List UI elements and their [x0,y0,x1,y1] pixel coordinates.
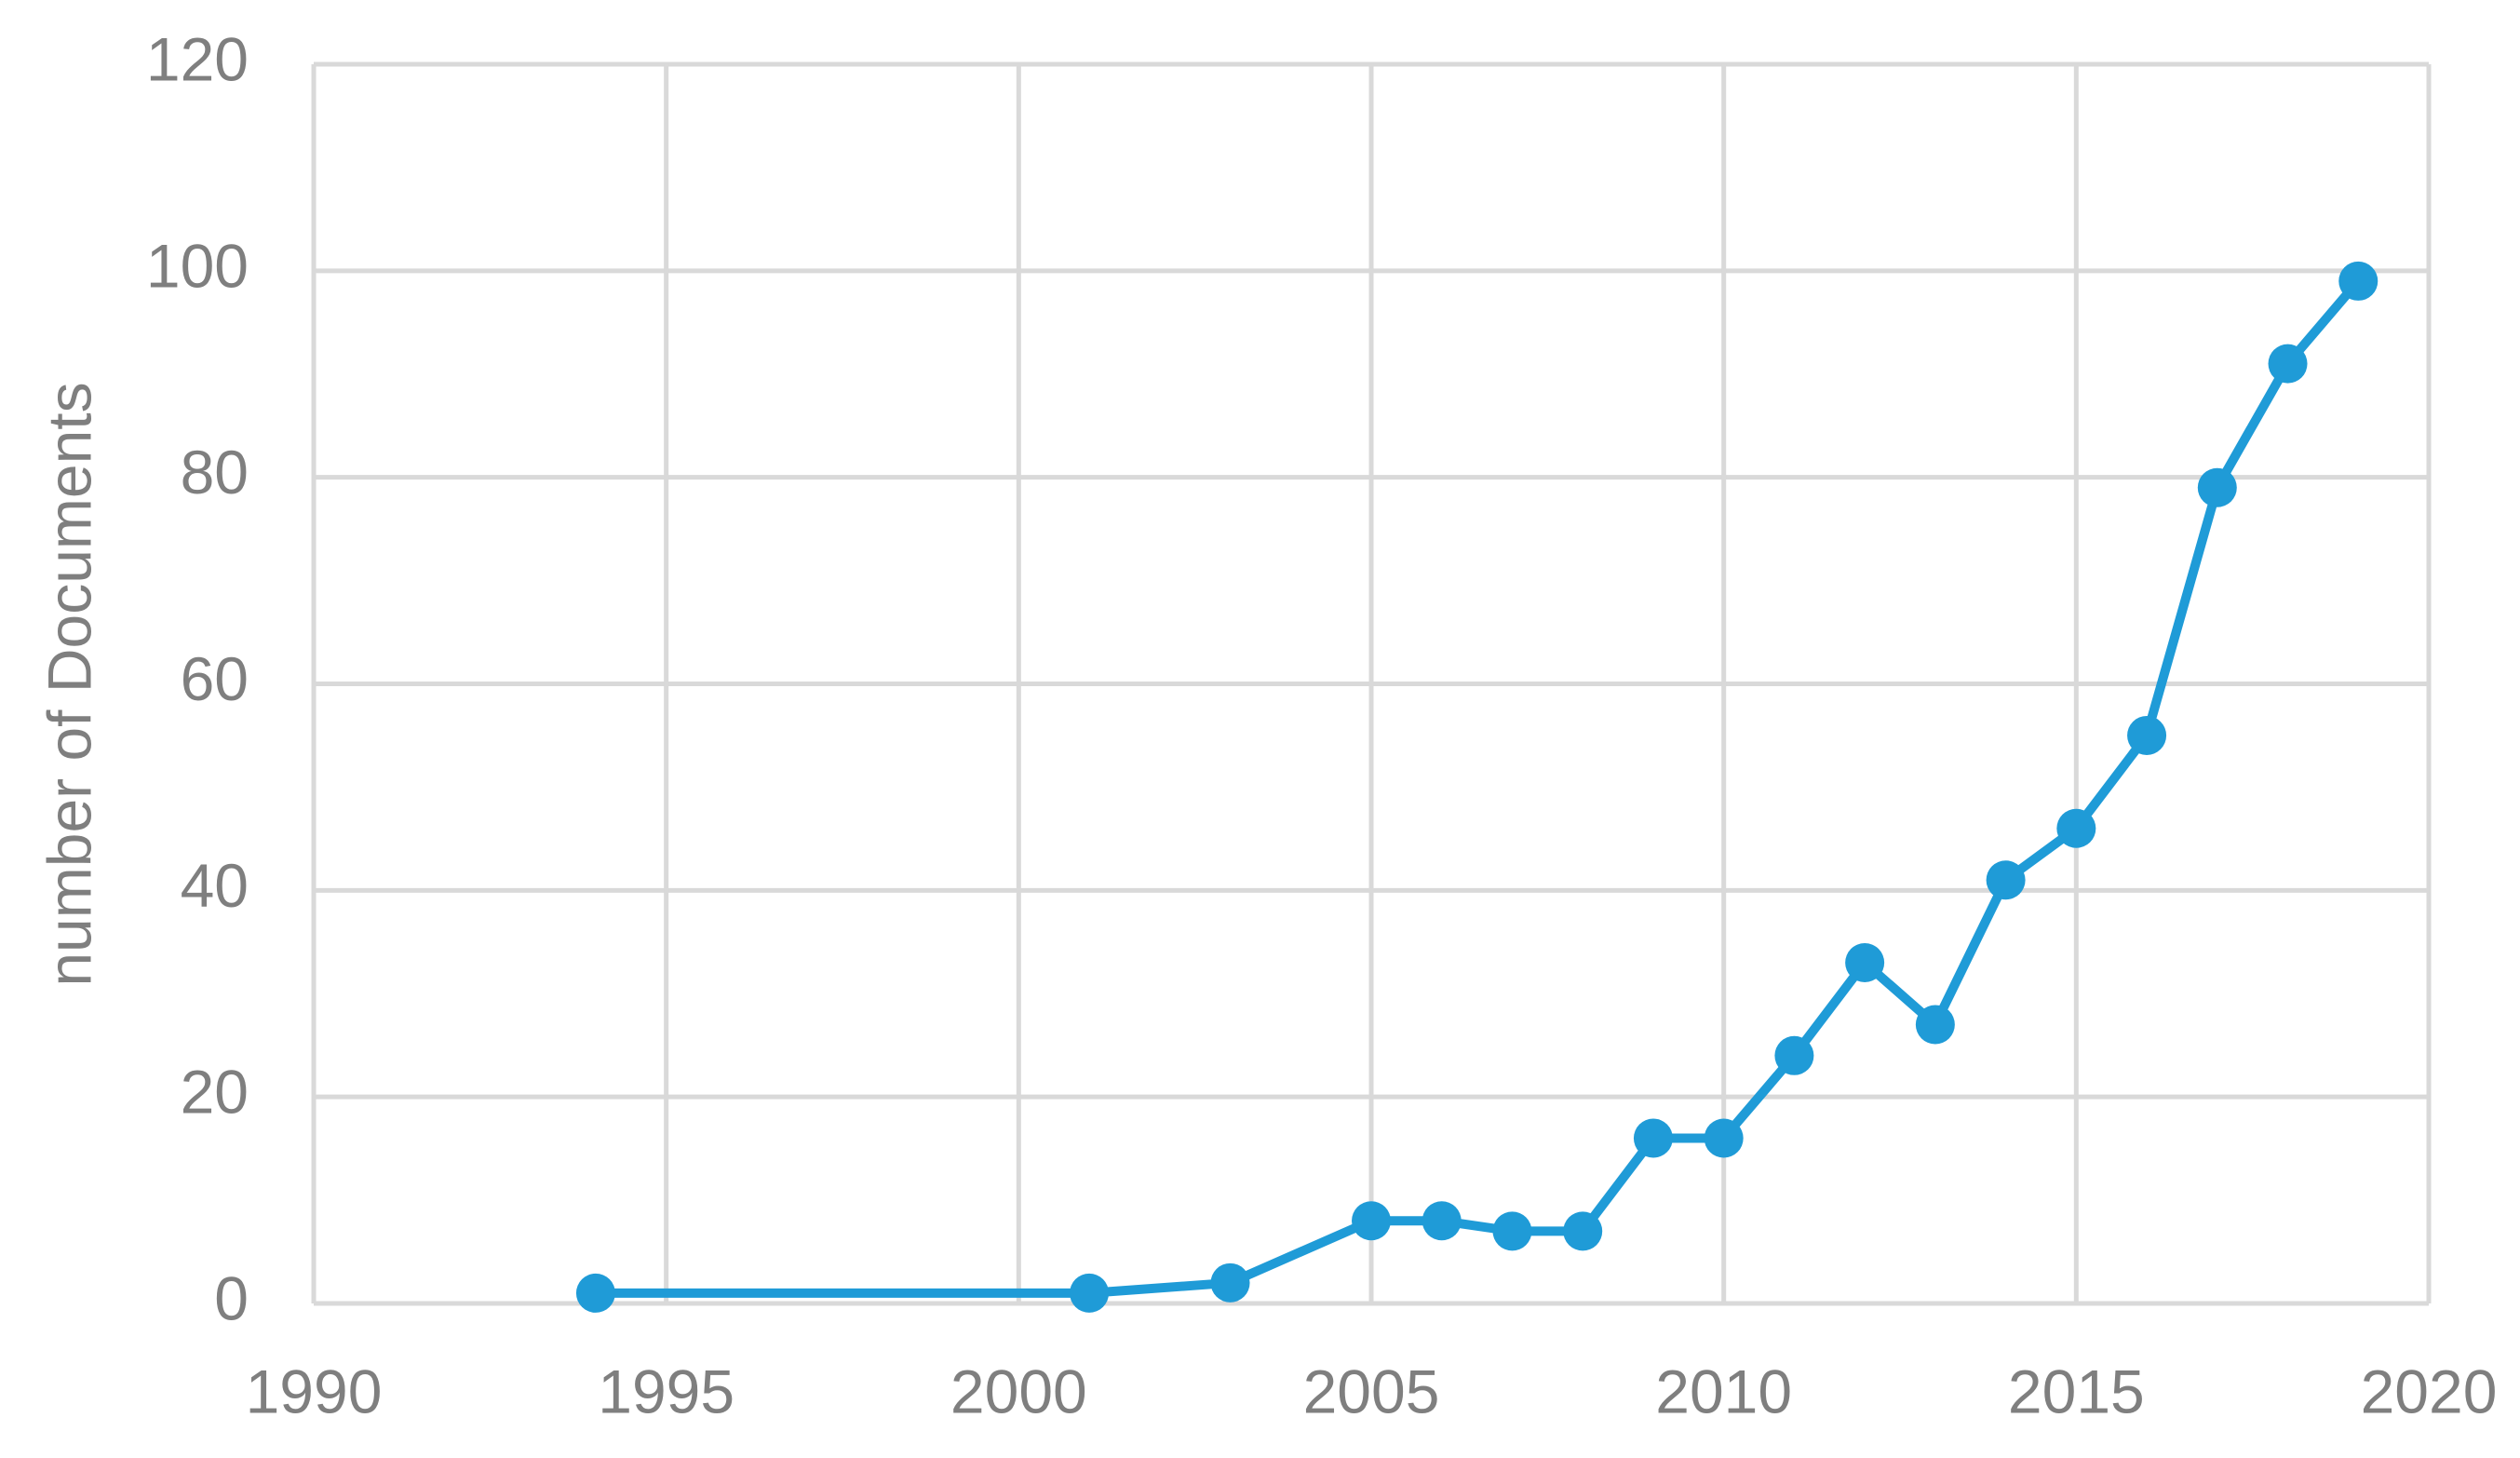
y-tick-label: 80 [181,438,249,506]
x-tick-label: 2020 [2361,1357,2498,1425]
y-tick-label: 20 [181,1058,249,1127]
marker [1352,1201,1391,1241]
marker [1633,1118,1673,1158]
x-tick-label: 2005 [1303,1357,1440,1425]
marker [1915,1005,1955,1045]
marker [2197,467,2237,507]
marker [575,1273,615,1313]
y-tick-label: 120 [146,24,249,93]
marker [2056,808,2096,848]
y-tick-label: 100 [146,231,249,300]
y-tick-label: 0 [214,1263,249,1332]
marker [1704,1118,1744,1158]
x-tick-label: 2010 [1655,1357,1792,1425]
x-tick-label: 1990 [246,1357,383,1425]
marker [1422,1201,1462,1241]
marker [1986,860,2026,900]
x-tick-label: 2015 [2008,1357,2145,1425]
marker [1070,1273,1110,1313]
marker [1492,1211,1532,1251]
marker [1845,942,1885,982]
marker [2338,261,2379,301]
line [595,277,2363,1298]
x-tick-label: 2000 [950,1357,1087,1425]
x-tick-label: 1995 [598,1357,734,1425]
marker [1774,1035,1814,1075]
y-tick-label: 60 [181,644,249,713]
marker [1563,1211,1603,1251]
marker [2127,715,2167,755]
y-tick-label: 40 [181,851,249,920]
y-axis-label: number of Documents [34,382,103,986]
marker [2268,344,2308,384]
marker [1210,1262,1250,1303]
